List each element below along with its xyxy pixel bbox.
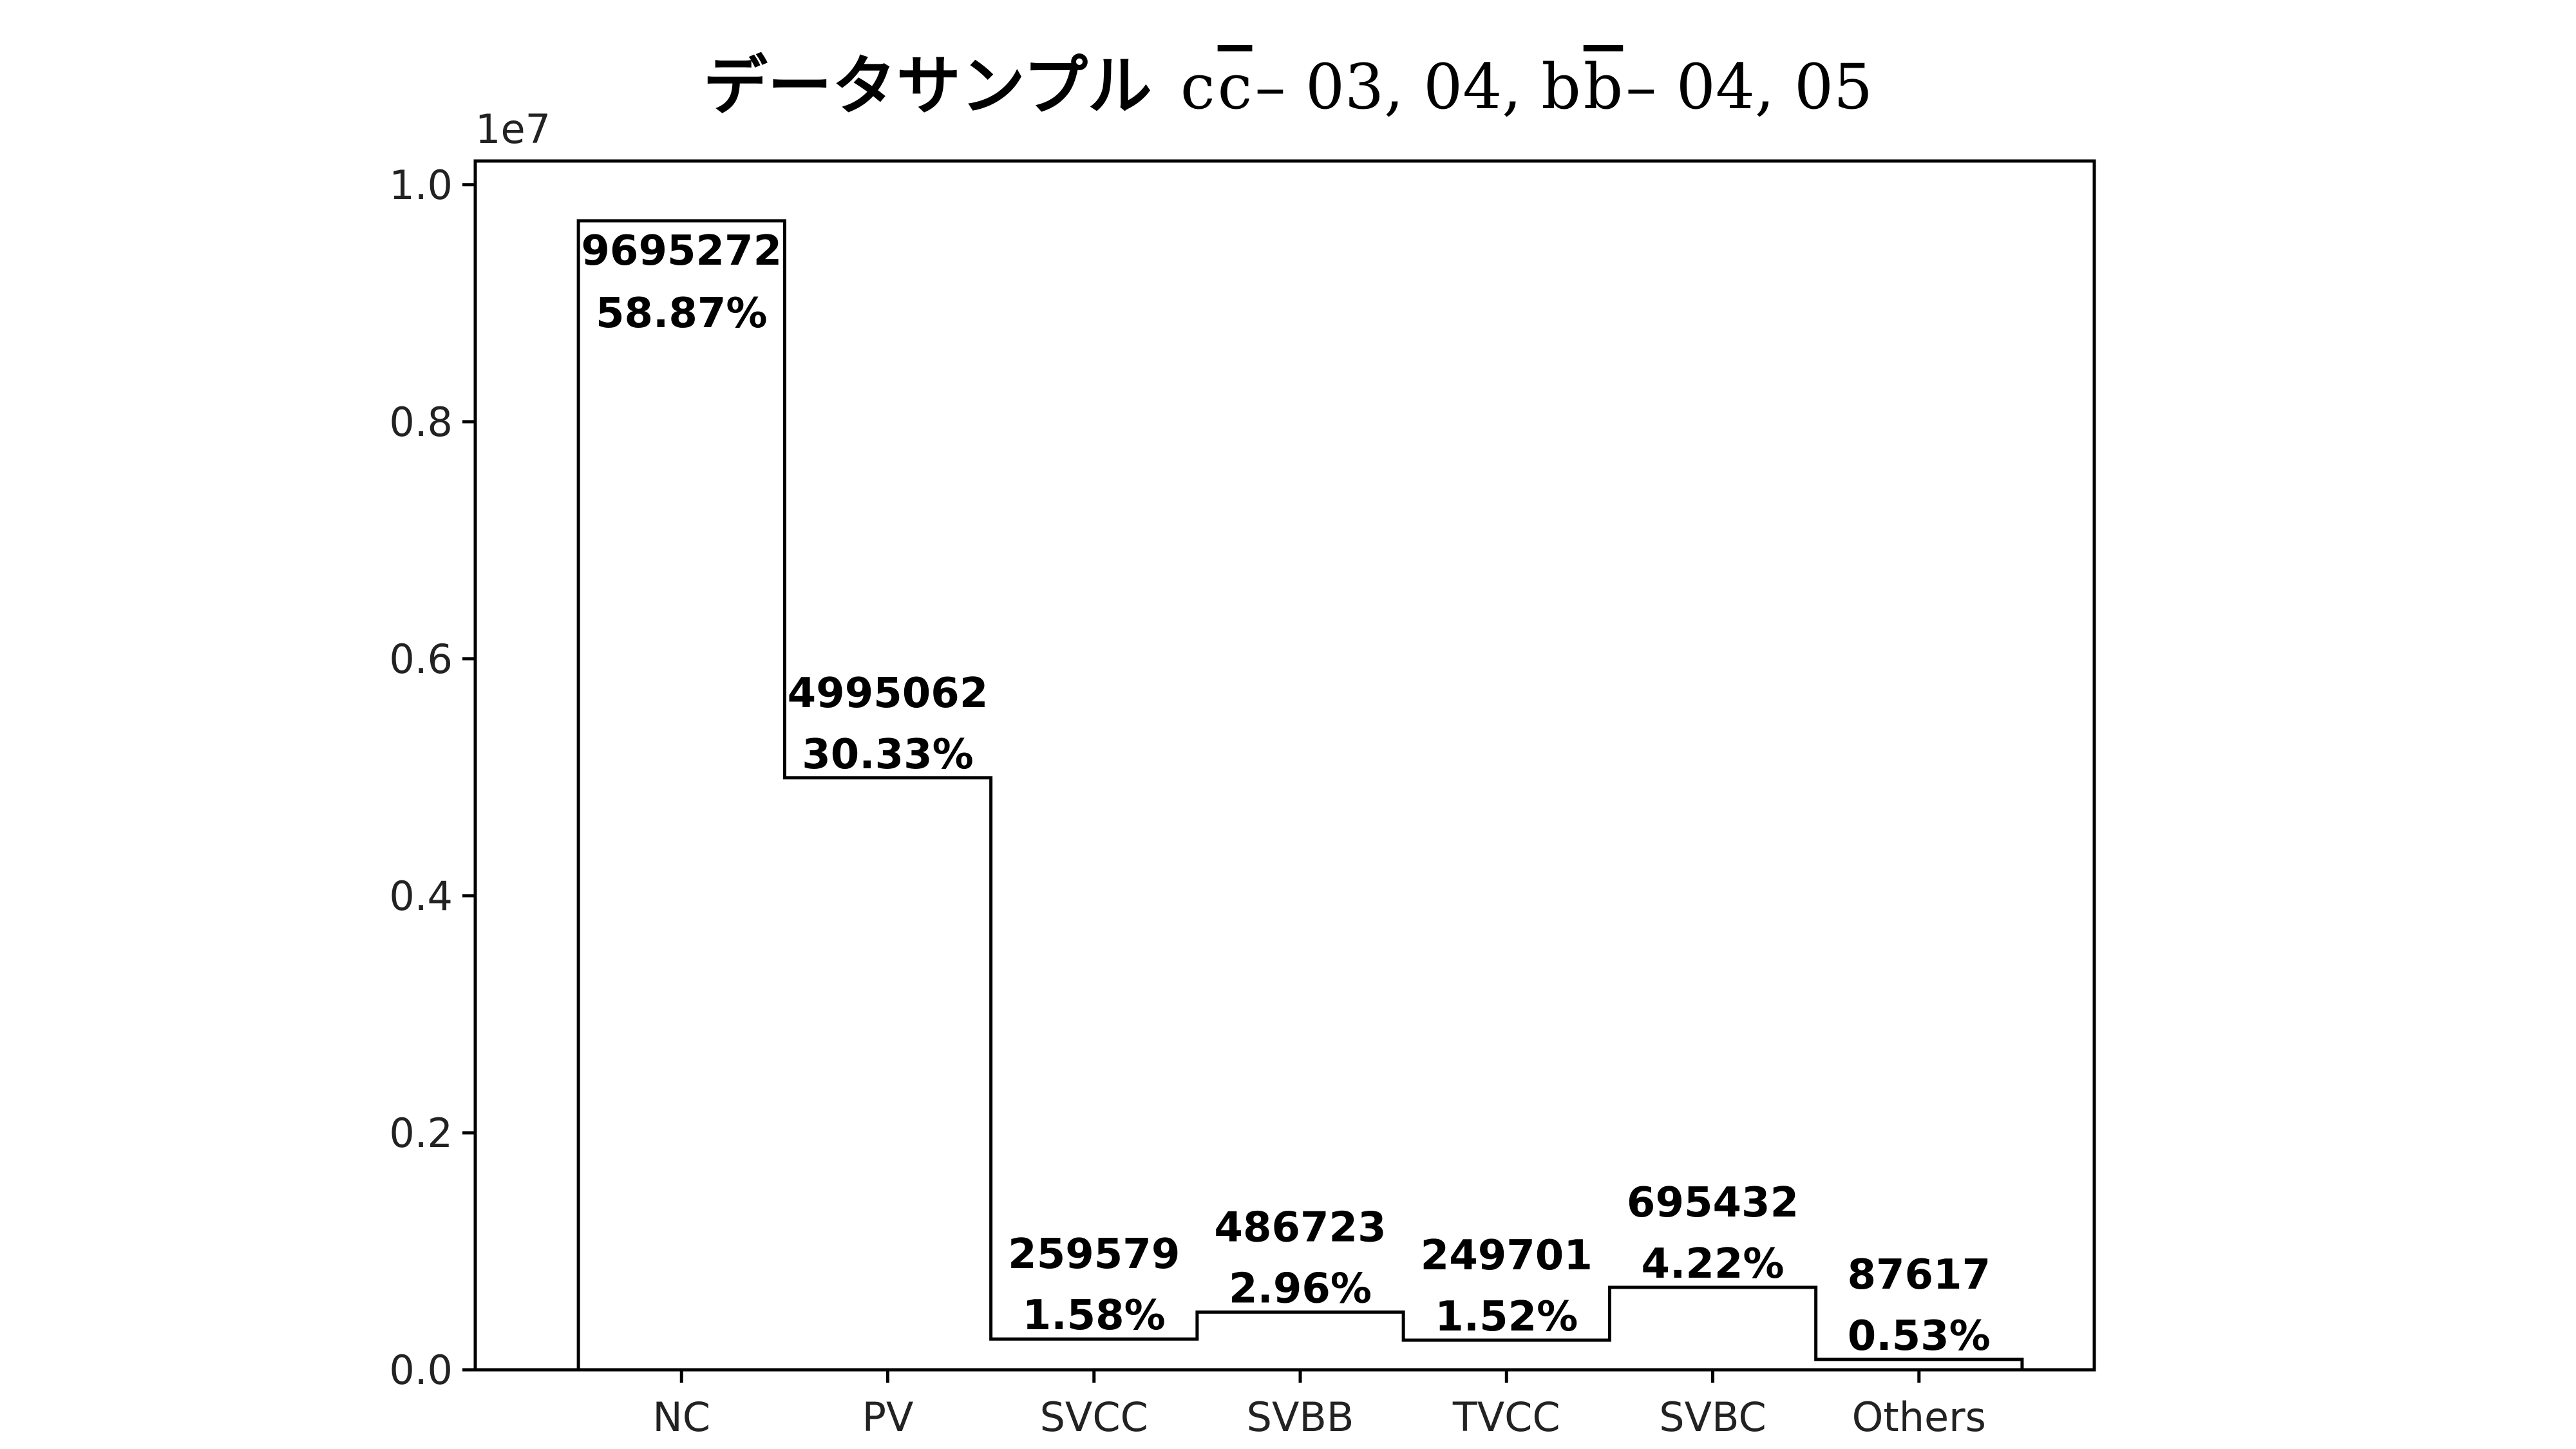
bar-value-label: 4995062 [788, 670, 989, 717]
chart-title-math-post: – 04, 05 [1625, 51, 1873, 123]
x-tick-label: PV [862, 1394, 914, 1441]
chart-title-math-bar1: c [1218, 51, 1253, 123]
x-tick-label: SVBC [1659, 1394, 1766, 1441]
y-tick-label: 0.6 [389, 636, 453, 683]
x-tick-label: SVBB [1247, 1394, 1354, 1441]
x-tick-label: TVCC [1452, 1394, 1560, 1441]
y-tick-label: 0.2 [389, 1110, 453, 1157]
y-tick-label: 1.0 [389, 162, 453, 209]
y-offset-label: 1e7 [475, 106, 551, 153]
bar-value-label: 249701 [1421, 1232, 1593, 1280]
bar-percent-label: 4.22% [1642, 1240, 1785, 1288]
bar-value-label: 87617 [1847, 1251, 1991, 1299]
chart-title-math-bar2: b [1584, 51, 1623, 123]
bar-labels: 9695272 58.87% 4995062 30.33% 259579 1.58% 486… [581, 227, 1991, 1360]
x-tick-label: SVCC [1040, 1394, 1148, 1441]
bar-value-label: 9695272 [581, 227, 782, 275]
bar-percent-label: 2.96% [1229, 1265, 1372, 1312]
chart-title-math-pre: c [1180, 51, 1215, 123]
x-axis: NC PV SVCC SVBB TVCC SVBC Others [652, 1370, 1986, 1441]
bar-value-label: 259579 [1008, 1231, 1180, 1278]
bar-percent-label: 1.58% [1023, 1292, 1166, 1340]
bar-percent-label: 0.53% [1848, 1312, 1991, 1360]
bar-value-label: 695432 [1627, 1179, 1799, 1227]
x-tick-label: NC [652, 1394, 710, 1441]
axes-frame [473, 159, 2096, 1372]
chart-title: データサンプル c c – 03, 04, b b – 04, 05 [703, 48, 1873, 124]
bar-value-label: 486723 [1214, 1204, 1386, 1251]
bar-percent-label: 1.52% [1435, 1293, 1578, 1341]
bar-percent-label: 30.33% [802, 731, 974, 779]
x-tick-label: Others [1852, 1394, 1986, 1441]
bar-percent-label: 58.87% [596, 290, 768, 337]
y-tick-label: 0.4 [389, 873, 453, 920]
bar-step-outline [576, 219, 2024, 1370]
chart-title-jp: データサンプル [703, 48, 1152, 124]
chart-title-math-mid: – 03, 04, b [1255, 51, 1580, 123]
y-tick-label: 0.8 [389, 399, 453, 446]
y-tick-label: 0.0 [389, 1347, 453, 1394]
y-axis: 0.0 0.2 0.4 0.6 0.8 1.0 [389, 162, 475, 1394]
